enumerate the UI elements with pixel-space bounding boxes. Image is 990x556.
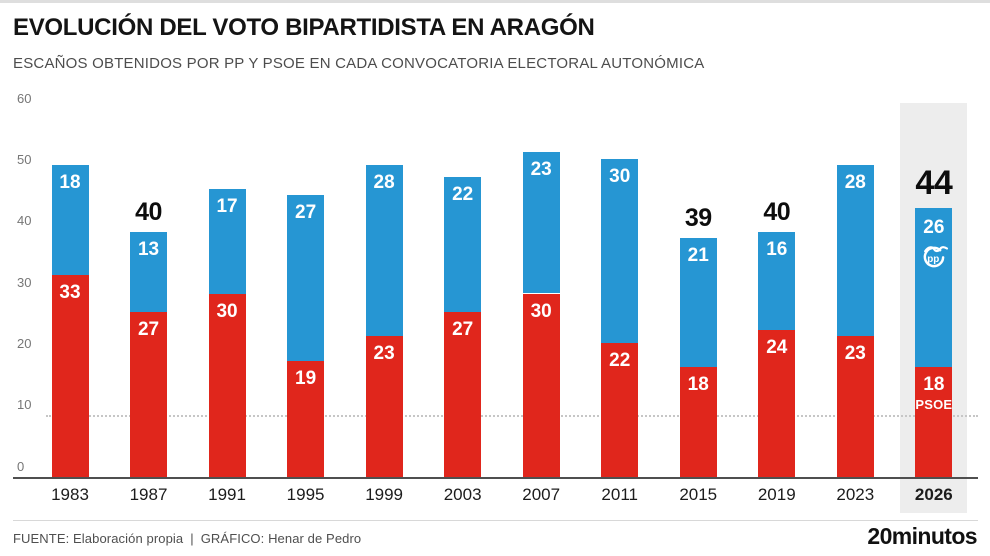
psoe-segment-1987	[130, 311, 168, 478]
footer-divider	[13, 520, 978, 521]
pp-value-label-1999: 28	[373, 171, 395, 193]
psoe-segment-2015	[679, 367, 717, 478]
x-axis-label-1995: 1995	[286, 485, 325, 504]
pp-value-label-2015: 21	[687, 245, 709, 267]
pp-value-label-1995: 27	[295, 202, 317, 224]
psoe-value-label-1983: 33	[59, 282, 81, 304]
pp-segment-2019	[758, 232, 796, 331]
psoe-wordmark: PSOE	[915, 397, 953, 413]
x-axis-label-1987: 1987	[129, 485, 168, 504]
pp-value-label-2019: 16	[766, 239, 788, 261]
pp-value-label-2007: 23	[530, 159, 552, 181]
gridline-10	[46, 415, 978, 418]
y-axis-tick-label: 60	[17, 90, 32, 106]
svg-text:pp: pp	[927, 254, 939, 265]
total-label-2026: 44	[915, 163, 953, 202]
page-subtitle: ESCAÑOS OBTENIDOS POR PP Y PSOE EN CADA …	[13, 55, 705, 72]
y-axis-tick-label: 20	[17, 335, 32, 351]
x-axis-label-2015: 2015	[679, 485, 718, 504]
y-axis-tick-label: 0	[17, 458, 25, 474]
x-axis-label-2011: 2011	[601, 485, 638, 504]
y-axis-tick-label: 30	[17, 274, 32, 290]
total-label-1987: 40	[135, 198, 162, 227]
total-label-2019: 40	[763, 198, 791, 227]
pp-segment-2023	[836, 164, 874, 337]
y-axis-tick-label: 10	[17, 397, 32, 413]
pp-value-label-2003: 22	[452, 183, 474, 205]
pp-value-label-1991: 17	[216, 196, 238, 218]
pp-segment-2007	[522, 152, 560, 294]
psoe-value-label-2019: 24	[766, 337, 788, 359]
psoe-value-label-2023: 23	[844, 343, 866, 365]
pipe-separator: |	[190, 531, 194, 546]
pp-segment-1983	[51, 164, 89, 276]
pp-value-label-1987: 13	[137, 239, 160, 261]
psoe-segment-1999	[365, 336, 403, 478]
pp-segment-2011	[601, 158, 639, 343]
pp-segment-1995	[287, 195, 325, 361]
psoe-segment-1995	[287, 360, 325, 478]
psoe-segment-2023	[836, 336, 874, 478]
psoe-value-label-2026: 18	[923, 374, 945, 396]
pp-segment-1999	[365, 164, 403, 337]
x-axis-label-2019: 2019	[757, 485, 796, 504]
pp-segment-2003	[444, 176, 482, 312]
brand-logo: 20minutos	[867, 523, 977, 549]
x-axis-label-1991: 1991	[208, 485, 246, 504]
x-axis-label-2023: 2023	[836, 485, 875, 504]
pp-segment-1987	[130, 232, 168, 312]
pp-segment-2015	[679, 238, 717, 368]
psoe-segment-2011	[601, 342, 639, 478]
psoe-segment-2003	[444, 311, 482, 478]
psoe-value-label-1987: 27	[137, 318, 160, 340]
source-credit: FUENTE: Elaboración propia | GRÁFICO: Hena…	[13, 531, 361, 546]
psoe-segment-2019	[758, 330, 796, 478]
psoe-value-label-1991: 30	[216, 300, 238, 322]
psoe-value-label-2003: 27	[452, 318, 474, 340]
pp-value-label-2026: 26	[923, 216, 945, 238]
psoe-value-label-1999: 23	[373, 343, 395, 365]
pp-logo-icon: pp	[919, 241, 949, 271]
psoe-value-label-2007: 30	[530, 300, 552, 322]
total-label-2015: 39	[684, 204, 712, 233]
pp-segment-1991	[208, 189, 246, 294]
page-title: EVOLUCIÓN DEL VOTO BIPARTIDISTA EN ARAGÓ…	[13, 14, 595, 41]
x-axis-baseline	[13, 477, 978, 479]
author-text: GRÁFICO: Henar de Pedro	[200, 531, 362, 546]
psoe-value-label-1995: 19	[295, 367, 317, 389]
pp-value-label-1983: 18	[59, 171, 81, 193]
psoe-segment-1983	[51, 275, 89, 478]
pp-value-label-2011: 30	[609, 165, 631, 187]
top-border	[0, 0, 990, 3]
x-axis-label-2007: 2007	[522, 485, 561, 504]
pp-value-label-2023: 28	[844, 171, 866, 193]
y-axis-tick-label: 40	[17, 213, 32, 229]
source-text: FUENTE: Elaboración propia	[13, 531, 184, 546]
x-axis-label-1999: 1999	[365, 485, 404, 504]
x-axis-label-2003: 2003	[443, 485, 482, 504]
psoe-segment-2026	[915, 367, 953, 478]
psoe-segment-1991	[208, 293, 246, 478]
pp-segment-2026	[915, 207, 953, 368]
x-axis-label-1983: 1983	[51, 485, 89, 504]
y-axis-tick-label: 50	[17, 151, 32, 167]
psoe-value-label-2011: 22	[609, 349, 631, 371]
psoe-segment-2007	[522, 293, 560, 478]
x-axis-label-2026: 2026	[914, 485, 953, 504]
psoe-value-label-2015: 18	[687, 374, 709, 396]
